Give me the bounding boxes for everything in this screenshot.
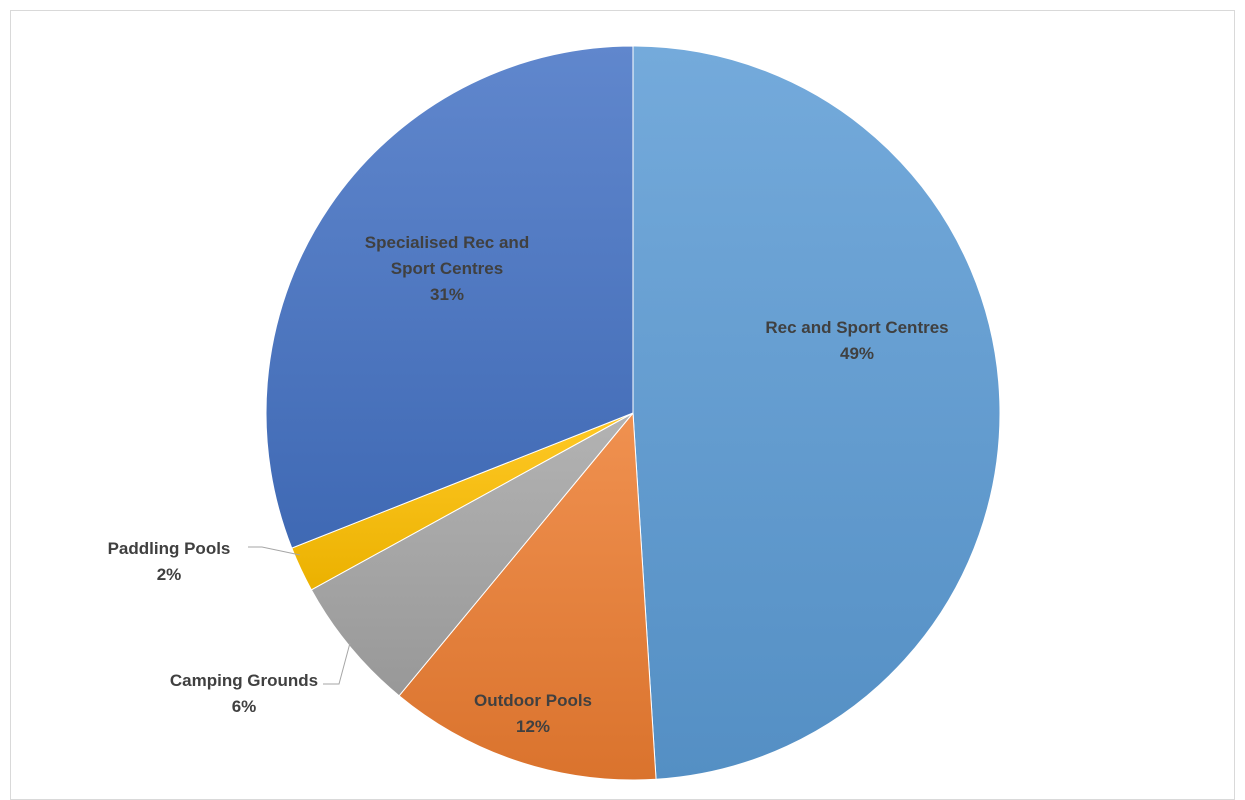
data-label-percent: 49%	[840, 344, 874, 363]
data-label-percent: 6%	[232, 697, 257, 716]
data-label-name: Paddling Pools	[108, 539, 231, 558]
data-label-rec-and-sport-centres: Rec and Sport Centres 49%	[765, 318, 948, 363]
pie-slice-outdoor-pools	[398, 411, 657, 781]
data-label-percent: 12%	[516, 717, 550, 736]
data-label-specialised-rec-and-sport-centres: Specialised Rec and Sport Centres 31%	[365, 233, 529, 304]
data-label-percent: 31%	[430, 285, 464, 304]
pie-slice-rec-and-sport-centres	[632, 45, 1001, 780]
data-label-name: Camping Grounds	[170, 671, 318, 690]
data-label-percent: 2%	[157, 565, 182, 584]
pie-slices	[265, 45, 1001, 781]
data-label-outdoor-pools: Outdoor Pools 12%	[474, 691, 592, 736]
data-label-name: Specialised Rec and	[365, 233, 529, 252]
leader-lines	[248, 546, 351, 685]
data-label-name: Rec and Sport Centres	[765, 318, 948, 337]
leader-line-paddling-pools	[248, 546, 301, 556]
leader-line-camping-grounds	[323, 642, 351, 685]
data-labels: Rec and Sport Centres 49% Outdoor Pools 12%…	[108, 233, 949, 736]
data-label-name: Outdoor Pools	[474, 691, 592, 710]
data-label-paddling-pools: Paddling Pools 2%	[108, 539, 231, 584]
data-label-camping-grounds: Camping Grounds 6%	[170, 671, 318, 716]
pie-slice-camping-grounds	[310, 412, 634, 697]
pie-slice-specialised-rec-and-sport-centres	[265, 45, 634, 549]
data-label-name: Sport Centres	[391, 259, 503, 278]
